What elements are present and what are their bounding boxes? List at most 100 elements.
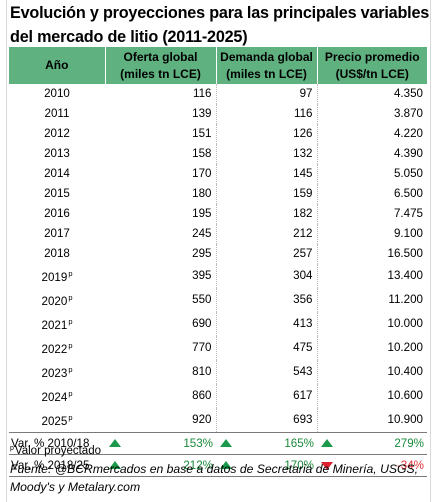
cell-precio: 13.400 (316, 264, 427, 288)
cell-precio: 5.050 (316, 164, 427, 184)
header-demanda: Demanda global (miles tn LCE) (215, 47, 317, 84)
cell-oferta: 395 (192, 269, 212, 282)
table-row: 2019p 395 304 13.400 (9, 264, 427, 288)
cell-precio: 10.200 (316, 336, 427, 360)
cell-oferta: 690 (192, 317, 212, 330)
cell-year: 2014 (44, 167, 70, 180)
cell-year: 2023p (41, 365, 73, 380)
cell-precio: 4.390 (316, 144, 427, 164)
cell-demanda: 543 (215, 360, 317, 384)
projection-note: pValor proyectado (10, 445, 101, 457)
table-row: 2022p 770 475 10.200 (9, 336, 427, 360)
table-header-row: Año Oferta global (miles tn LCE) Demanda … (9, 47, 427, 84)
variation-precio: -34% (317, 454, 427, 477)
projection-marker: p (68, 365, 73, 374)
projection-marker: p (68, 317, 73, 326)
projection-marker: p (68, 341, 73, 350)
variation-row: Var. % 2018/25 212% 170% -34% (9, 454, 427, 477)
table-row: 2016 195 182 7.475 (9, 204, 427, 224)
cell-demanda: 126 (215, 124, 317, 144)
cell-year: 2021p (41, 317, 73, 332)
cell-year: 2015 (44, 187, 70, 200)
variation-row: Var. % 2010/18 153% 165% 279% (9, 432, 427, 455)
cell-year: 2018 (44, 247, 70, 260)
cell-demanda: 97 (215, 84, 317, 104)
header-precio: Precio promedio (US$/tn LCE) (316, 47, 427, 84)
cell-year: 2020p (41, 293, 73, 308)
triangle-down-icon (321, 462, 333, 470)
header-oferta: Oferta global (miles tn LCE) (104, 47, 216, 84)
projection-marker: p (68, 269, 73, 278)
cell-demanda: 182 (215, 204, 317, 224)
cell-year: 2012 (44, 127, 70, 140)
cell-precio: 7.475 (316, 204, 427, 224)
table-row: 2011 139 116 3.870 (9, 104, 427, 124)
projection-marker: p (68, 413, 73, 422)
variation-precio: 279% (317, 432, 427, 455)
cell-demanda: 145 (215, 164, 317, 184)
table-row: 2025p 920 693 10.900 (9, 408, 427, 433)
triangle-up-icon (220, 439, 232, 447)
cell-oferta: 295 (192, 247, 212, 260)
table-frame (6, 0, 431, 502)
cell-demanda: 413 (215, 312, 317, 336)
cell-demanda: 257 (215, 244, 317, 264)
lithium-table: Año Oferta global (miles tn LCE) Demanda … (9, 47, 427, 477)
cell-year: 2016 (44, 207, 70, 220)
cell-oferta: 810 (192, 365, 212, 378)
table-row: 2017 245 212 9.100 (9, 224, 427, 244)
cell-year: 2019p (41, 269, 73, 284)
cell-precio: 4.220 (316, 124, 427, 144)
cell-precio: 10.600 (316, 384, 427, 408)
cell-demanda: 212 (215, 224, 317, 244)
variation-oferta: 212% (105, 454, 216, 477)
cell-demanda: 475 (215, 336, 317, 360)
table-row: 2010 116 97 4.350 (9, 84, 427, 104)
table-row: 2012 151 126 4.220 (9, 124, 427, 144)
cell-demanda: 304 (215, 264, 317, 288)
table-row: 2014 170 145 5.050 (9, 164, 427, 184)
cell-oferta: 158 (192, 147, 212, 160)
cell-oferta: 860 (192, 389, 212, 402)
cell-precio: 10.900 (316, 408, 427, 433)
projection-marker: p (68, 293, 73, 302)
cell-precio: 3.870 (316, 104, 427, 124)
triangle-up-icon (321, 439, 333, 447)
cell-year: 2024p (41, 389, 73, 404)
cell-year: 2017 (44, 227, 70, 240)
cell-oferta: 245 (192, 227, 212, 240)
cell-precio: 4.350 (316, 84, 427, 104)
cell-demanda: 356 (215, 288, 317, 312)
variation-label: Var. % 2010/18 (9, 432, 105, 455)
cell-year: 2022p (41, 341, 73, 356)
cell-demanda: 116 (215, 104, 317, 124)
cell-demanda: 159 (215, 184, 317, 204)
table-row: 2023p 810 543 10.400 (9, 360, 427, 384)
cell-precio: 6.500 (316, 184, 427, 204)
variation-demanda: 165% (216, 432, 317, 455)
cell-precio: 16.500 (316, 244, 427, 264)
variation-oferta: 153% (105, 432, 216, 455)
header-year: Año (9, 47, 105, 84)
cell-oferta: 195 (192, 207, 212, 220)
table-row: 2013 158 132 4.390 (9, 144, 427, 164)
cell-oferta: 139 (192, 107, 212, 120)
table-row: 2021p 690 413 10.000 (9, 312, 427, 336)
cell-oferta: 920 (192, 413, 212, 426)
cell-demanda: 617 (215, 384, 317, 408)
cell-year: 2013 (44, 147, 70, 160)
cell-oferta: 170 (192, 167, 212, 180)
cell-precio: 9.100 (316, 224, 427, 244)
cell-oferta: 550 (192, 293, 212, 306)
cell-year: 2011 (44, 107, 70, 120)
table-row: 2018 295 257 16.500 (9, 244, 427, 264)
triangle-up-icon (220, 461, 232, 469)
cell-precio: 10.000 (316, 312, 427, 336)
variation-demanda: 170% (216, 454, 317, 477)
cell-oferta: 116 (193, 87, 212, 100)
cell-year: 2025p (41, 413, 73, 428)
table-row: 2020p 550 356 11.200 (9, 288, 427, 312)
cell-oferta: 770 (192, 341, 212, 354)
cell-demanda: 693 (215, 408, 317, 433)
cell-precio: 10.400 (316, 360, 427, 384)
